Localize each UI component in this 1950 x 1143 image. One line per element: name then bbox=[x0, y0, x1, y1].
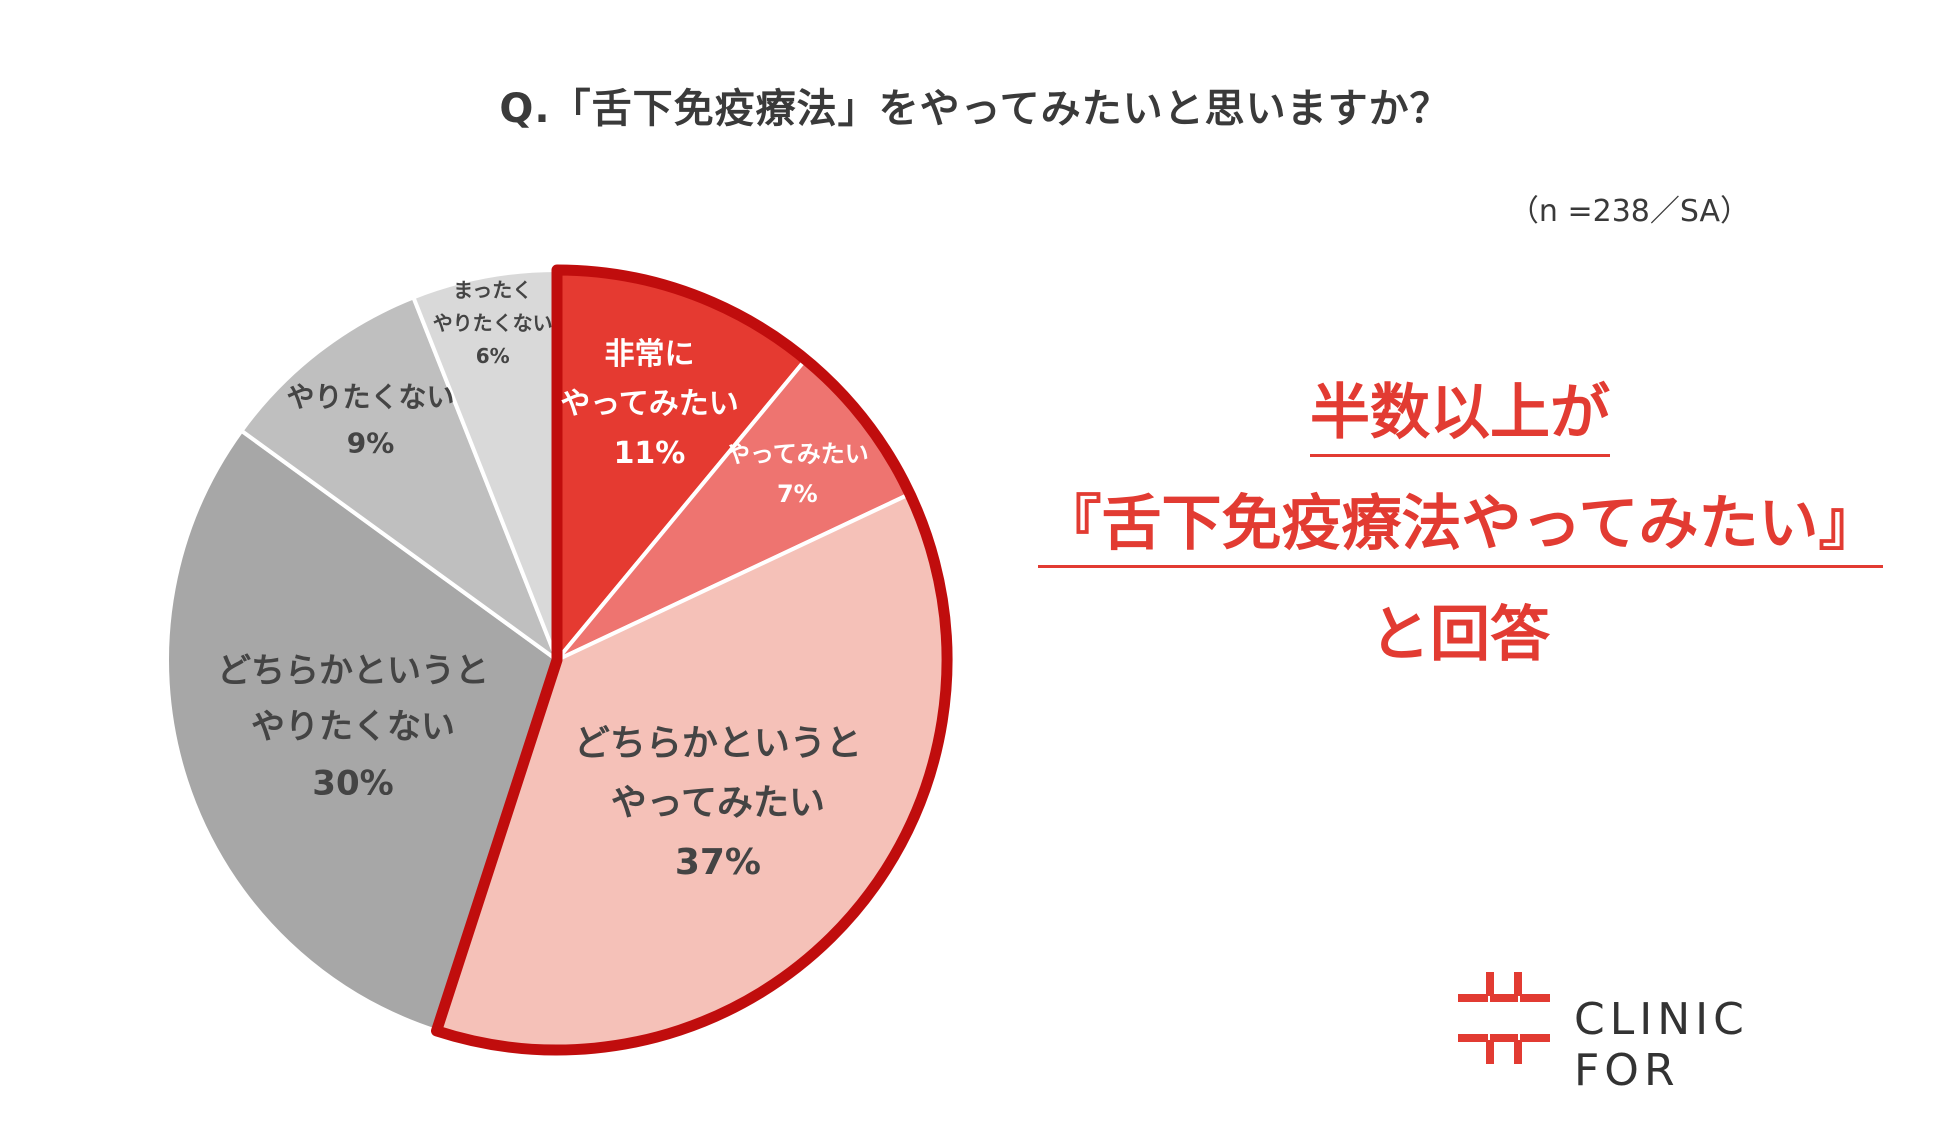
slice-value-label: 7% bbox=[777, 480, 818, 508]
logo-text: CLINIC FOR bbox=[1574, 994, 1749, 1096]
slice-value-label: 6% bbox=[476, 344, 510, 368]
slice-label-3: どちらかというとやりたくない 30% bbox=[217, 651, 489, 803]
slice-label-1: やってみたい 7% bbox=[726, 440, 869, 508]
slice-category-label: やりたくない bbox=[251, 707, 455, 747]
cross-logo-icon bbox=[1458, 972, 1550, 1064]
pie-slice-3 bbox=[165, 428, 559, 1033]
callout-line-1: 半数以上が bbox=[1310, 372, 1610, 457]
slice-category-label: どちらかというと bbox=[574, 723, 862, 764]
slice-category-label: やってみたい bbox=[560, 387, 739, 422]
slice-label-5: まったくやりたくない 6% bbox=[433, 278, 553, 368]
sample-size-note: （n =238／SA） bbox=[1508, 194, 1750, 229]
slice-category-label: どちらかというと bbox=[217, 651, 489, 691]
clinic-for-logo: CLINIC FOR bbox=[1456, 970, 1756, 1096]
slice-value-label: 30% bbox=[312, 763, 393, 803]
callout-line-3: と回答 bbox=[1370, 600, 1550, 670]
pie-slice-4 bbox=[239, 295, 559, 662]
slice-label-2: どちらかというとやってみたい 37% bbox=[574, 723, 862, 883]
slice-value-label: 37% bbox=[675, 842, 761, 883]
slice-label-0: 非常にやってみたい 11% bbox=[560, 337, 739, 471]
callout: 半数以上が 『舌下免疫療法やってみたい』 と回答 bbox=[1000, 372, 1920, 676]
slice-category-label: やりたくない bbox=[433, 311, 553, 335]
slice-label-4: やりたくない 9% bbox=[287, 380, 455, 459]
chart-title: Q.「舌下免疫療法」をやってみたいと思いますか？ bbox=[499, 86, 1451, 132]
slice-category-label: やってみたい bbox=[726, 440, 869, 468]
pie-chart: 非常にやってみたい 11% やってみたい 7%どちらかというとやってみたい 37%どちら… bbox=[165, 264, 953, 1056]
slice-value-label: 9% bbox=[347, 427, 395, 460]
slice-category-label: やってみたい bbox=[611, 782, 825, 823]
slice-category-label: 非常に bbox=[604, 337, 694, 372]
highlight-outline bbox=[430, 264, 953, 1056]
slice-category-label: やりたくない bbox=[287, 380, 455, 413]
slice-value-label: 11% bbox=[614, 436, 686, 471]
slice-category-label: まったく bbox=[453, 278, 532, 302]
callout-line-2: 『舌下免疫療法やってみたい』 bbox=[1037, 483, 1883, 568]
